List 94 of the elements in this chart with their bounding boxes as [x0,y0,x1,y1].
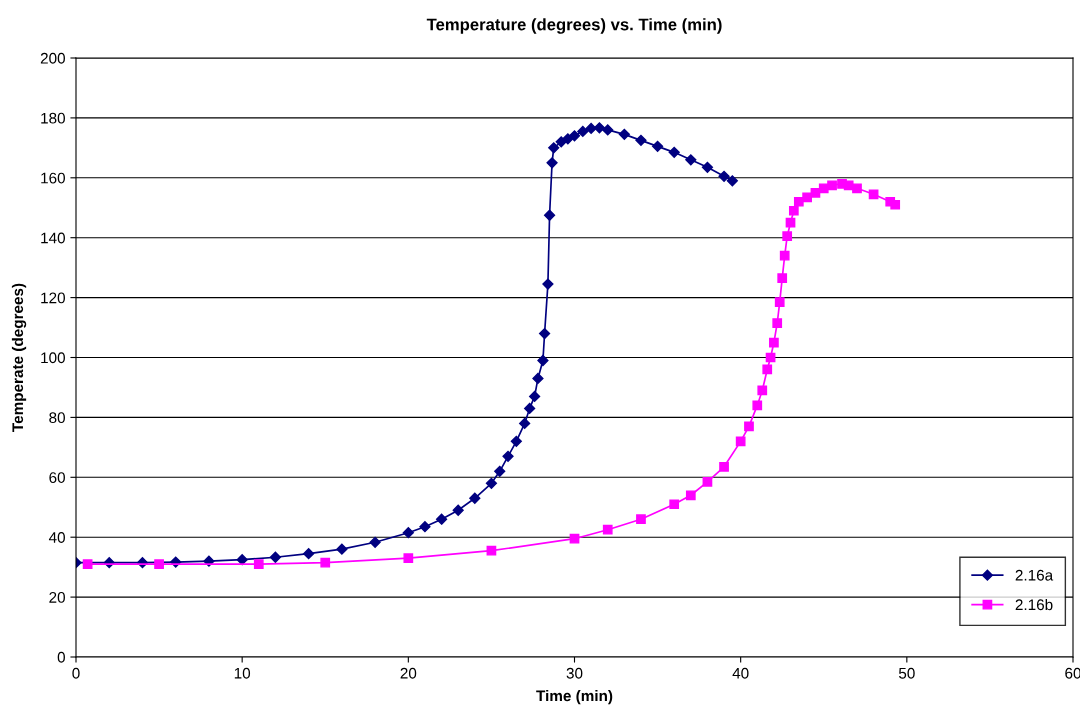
point [636,514,646,525]
point [810,187,821,198]
point [486,545,497,556]
point [532,372,544,385]
point [777,273,788,283]
point [529,390,541,403]
point [494,465,506,477]
point [402,527,414,539]
point [303,548,315,560]
point [519,417,531,429]
point [548,142,560,154]
point [726,175,738,187]
point [537,354,549,367]
point [719,461,729,472]
x-tick-label: 60 [1065,667,1080,679]
y-tick-label: 140 [41,232,65,244]
point [369,536,381,548]
x-tick-label: 0 [72,667,80,679]
point [524,402,536,415]
y-tick-label: 200 [40,52,65,64]
point [779,250,790,261]
point [253,559,264,570]
point [788,205,799,216]
y-tick-label: 100 [41,352,65,364]
y-tick-label: 80 [49,412,65,424]
point [735,436,746,447]
y-tick-label: 160 [41,172,65,184]
point [827,180,837,191]
point [718,170,730,182]
point [762,364,773,375]
point [852,183,862,194]
point [602,124,614,136]
point [320,557,331,568]
point [336,543,348,555]
point [651,140,664,152]
point [772,318,783,328]
legend-label: 2.16b [1015,598,1053,611]
point [585,122,597,134]
point [618,128,630,140]
y-tick-label: 20 [49,591,65,603]
point [702,476,713,487]
point [568,130,581,142]
point [890,199,901,210]
point [685,154,697,166]
point [469,492,481,504]
point [669,499,680,510]
point [452,504,464,516]
point [602,524,613,535]
point [635,134,647,146]
x-axis-title: Time (min) [536,689,613,705]
y-axis-title: Temperate (degrees) [11,283,27,432]
x-tick-label: 40 [732,667,749,679]
point [774,297,785,307]
y-tick-label: 180 [41,112,65,124]
point [510,435,522,447]
point [502,450,514,462]
point [546,157,558,169]
point [868,189,879,200]
point [818,183,829,194]
point [752,400,763,411]
y-tick-label: 60 [49,472,65,483]
point [785,217,796,228]
point [802,192,812,203]
point [668,146,680,158]
point [843,180,854,191]
chart-title: Temperature (degrees) vs. Time (min) [426,18,722,34]
point [685,490,696,501]
point [435,513,448,525]
point [769,337,779,348]
point [701,161,714,173]
point [577,125,589,137]
point [269,551,282,563]
y-tick-label: 40 [48,532,65,543]
point [744,421,754,432]
point [419,521,431,533]
legend-label: 2.16a [1015,569,1054,581]
point [542,278,554,290]
point [782,231,793,242]
y-tick-label: 0 [57,651,65,663]
x-tick-label: 20 [400,667,417,679]
x-tick-label: 50 [898,667,915,679]
point [82,559,93,570]
y-tick-label: 120 [41,292,65,304]
point [485,477,498,489]
point [154,559,164,570]
point [543,209,556,221]
point [236,554,248,566]
x-tick-label: 30 [566,667,583,679]
point [403,553,414,564]
point [538,327,551,340]
x-tick-label: 10 [234,667,251,679]
point [793,196,804,207]
point [757,385,768,396]
point [569,533,580,544]
